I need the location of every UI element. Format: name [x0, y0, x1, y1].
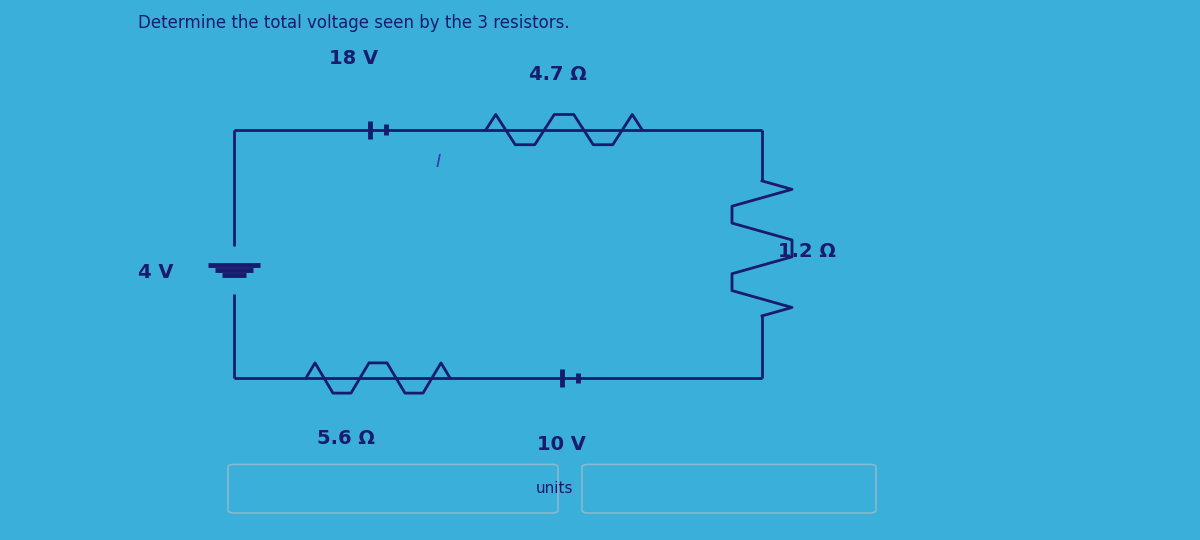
FancyBboxPatch shape — [228, 464, 558, 513]
Text: 18 V: 18 V — [330, 49, 378, 68]
Text: 5.6 Ω: 5.6 Ω — [317, 429, 374, 448]
Text: 10 V: 10 V — [538, 435, 586, 454]
Text: 4 V: 4 V — [138, 263, 174, 282]
Text: Determine the total voltage seen by the 3 resistors.: Determine the total voltage seen by the … — [138, 14, 570, 31]
FancyBboxPatch shape — [582, 464, 876, 513]
Text: units: units — [535, 481, 574, 496]
Text: 1.2 Ω: 1.2 Ω — [778, 241, 835, 261]
Text: I: I — [436, 153, 440, 171]
Text: 4.7 Ω: 4.7 Ω — [529, 65, 587, 84]
